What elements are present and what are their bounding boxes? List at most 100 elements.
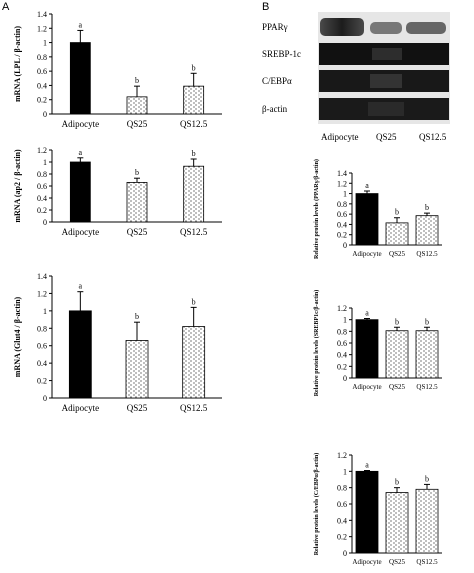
bar-adipocyte: [355, 470, 379, 554]
bar-qs12-5: [415, 215, 439, 246]
blot-band: [372, 48, 402, 60]
y-tick-label: 0.8: [37, 324, 47, 333]
significance-letter: a: [79, 20, 83, 29]
bar-adipocyte: [69, 161, 91, 223]
bar-qs12-5: [183, 85, 205, 115]
chart-ap2-mrna: 0 0.2 0.4 0.6 0.8 1 1.2 mRNA (ap2 / β-actin) a Ad…: [13, 146, 222, 237]
y-tick-label: 0.6: [37, 67, 47, 76]
y-tick-label: 0.4: [337, 220, 347, 229]
y-tick-label: 0.6: [337, 210, 347, 219]
category-label: QS12.5: [416, 558, 438, 566]
category-label: Adipocyte: [352, 558, 381, 566]
y-tick-label: 0.6: [37, 182, 47, 191]
y-tick-label: 1.2: [37, 24, 47, 33]
category-label: QS12.5: [180, 227, 208, 237]
bar-qs25: [385, 330, 409, 379]
y-tick-label: 1: [343, 467, 347, 476]
category-label: QS12.5: [180, 403, 208, 413]
bar-qs25: [126, 181, 148, 223]
y-tick-label: 1: [43, 158, 47, 167]
category-label: QS12.5: [180, 119, 208, 129]
y-tick-label: 1.4: [37, 10, 47, 19]
significance-letter: b: [135, 312, 139, 321]
y-tick-label: 1.2: [37, 289, 47, 298]
significance-letter: b: [395, 317, 399, 326]
significance-letter: a: [79, 282, 83, 291]
y-tick-label: 0: [43, 218, 47, 227]
y-tick-label: 0.8: [337, 327, 347, 336]
bar-qs25: [126, 96, 148, 115]
significance-letter: b: [425, 203, 429, 212]
bar-adipocyte: [69, 42, 91, 115]
blot-band: [368, 102, 404, 116]
category-label: Adipocyte: [352, 250, 381, 258]
y-tick-label: 0.4: [337, 351, 347, 360]
category-label: Adipocyte: [62, 403, 100, 413]
blot-band: [370, 22, 402, 34]
bar-adipocyte: [68, 310, 92, 399]
blot-row-label: PPARγ: [262, 22, 288, 32]
y-tick-label: 0.4: [37, 194, 47, 203]
y-tick-label: 1.2: [37, 146, 47, 155]
bar-qs25: [385, 222, 409, 246]
category-label: QS25: [389, 558, 405, 566]
chart-ppar-protein: 00.2 0.40.60.81 1.21.4 Relative protein lev…: [313, 159, 442, 259]
bar-qs25: [385, 492, 409, 554]
category-label: QS25: [389, 250, 405, 258]
category-label: Adipocyte: [352, 383, 381, 391]
bar-adipocyte: [355, 193, 379, 246]
y-tick-label: 1.4: [37, 272, 47, 281]
category-label: Adipocyte: [62, 119, 100, 129]
significance-letter: b: [425, 474, 429, 483]
significance-letter: b: [192, 63, 196, 72]
category-label: QS25: [127, 227, 148, 237]
bar-adipocyte: [355, 319, 379, 379]
blot-lane-label: Adipocyte: [321, 132, 359, 142]
y-tick-label: 0.2: [337, 533, 347, 542]
y-tick-label: 0: [43, 394, 47, 403]
bar-qs12-5: [415, 330, 439, 379]
y-tick-label: 0: [43, 110, 47, 119]
bar-qs12-5: [183, 165, 205, 223]
y-tick-label: 1: [43, 39, 47, 48]
y-tick-label: 0.6: [337, 339, 347, 348]
significance-letter: a: [365, 461, 369, 470]
category-label: QS12.5: [416, 383, 438, 391]
y-tick-label: 0: [343, 549, 347, 558]
significance-letter: b: [192, 149, 196, 158]
bar-qs25: [125, 340, 149, 399]
blot-row-label: β-actin: [262, 104, 288, 114]
y-tick-label: 1.2: [337, 304, 347, 313]
y-tick-label: 0.8: [337, 200, 347, 209]
y-tick-label: 0.8: [337, 484, 347, 493]
chart-lpl-mrna: 0 0.2 0.4 0.6 0.8 1 1.2 1.4 mRNA (LPL / β-actin)…: [13, 10, 222, 129]
chart-srebp-protein: 0 0.2 0.4 0.6 0.8 1 1.2 Relative protein levels…: [313, 290, 442, 396]
panel-label-b: B: [262, 1, 269, 13]
y-tick-label: 0.2: [337, 231, 347, 240]
category-label: QS25: [389, 383, 405, 391]
y-axis-label: mRNA (LPL / β-actin): [13, 26, 22, 102]
y-axis-label: mRNA (Glut4 / β-actin): [13, 296, 22, 377]
blot-band: [320, 18, 364, 36]
y-tick-label: 0.6: [37, 342, 47, 351]
y-tick-label: 1: [343, 316, 347, 325]
blot-lane-label: QS25: [376, 132, 397, 142]
y-tick-label: 0.8: [37, 53, 47, 62]
significance-letter: b: [425, 317, 429, 326]
significance-letter: b: [395, 208, 399, 217]
y-tick-label: 1.4: [337, 169, 347, 178]
y-axis-label: mRNA (ap2 / β-actin): [13, 149, 22, 223]
y-axis-label: Relative protein levels (C/EBPα/β-actin): [313, 453, 320, 556]
y-tick-label: 0.6: [337, 500, 347, 509]
blot-band: [406, 22, 446, 34]
y-tick-label: 0.8: [37, 170, 47, 179]
bar-qs12-5: [182, 326, 206, 399]
category-label: QS25: [127, 403, 148, 413]
y-tick-label: 1.2: [337, 451, 347, 460]
significance-letter: b: [135, 168, 139, 177]
y-tick-label: 0.2: [37, 377, 47, 386]
y-tick-label: 0.2: [37, 96, 47, 105]
y-tick-label: 0.4: [337, 516, 347, 525]
y-axis-label: Relative protein levels (PPARγ/β-actin): [313, 159, 320, 259]
